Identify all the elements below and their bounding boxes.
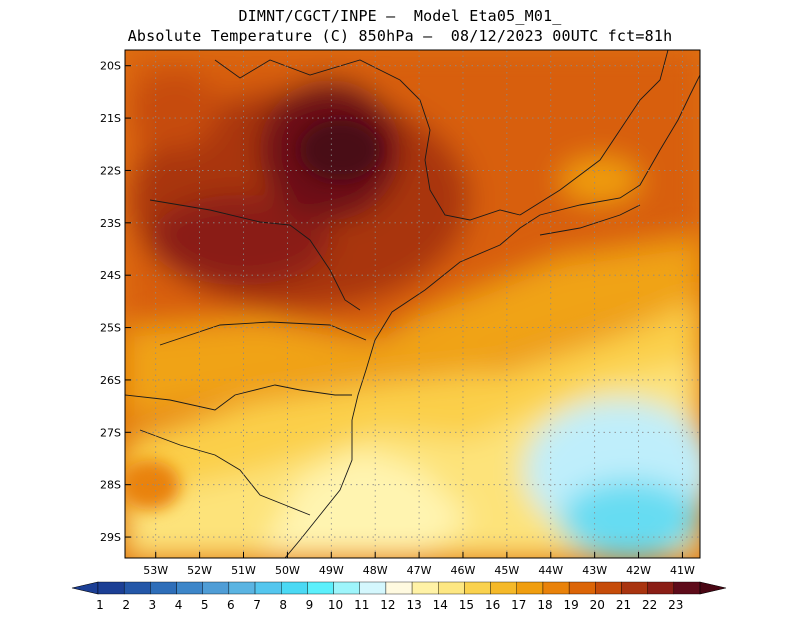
state-border-2 <box>139 429 311 516</box>
colorbar-swatch <box>307 581 334 595</box>
plot-frame <box>124 49 701 559</box>
colorbar-swatch <box>673 581 701 595</box>
y-tick-label: 25S <box>100 322 121 335</box>
colorbar-label: 12 <box>380 598 395 612</box>
colorbar-label: 19 <box>563 598 578 612</box>
y-tick-label: 20S <box>100 60 121 73</box>
colorbar-label: 15 <box>459 598 474 612</box>
y-tick-label: 23S <box>100 217 121 230</box>
colorbar-label: 11 <box>354 598 369 612</box>
colorbar-label: 22 <box>642 598 657 612</box>
colorbar-overflow-arrow <box>699 581 727 595</box>
x-tick-label: 53W <box>143 564 168 577</box>
colorbar-swatch <box>595 581 622 595</box>
colorbar-label: 18 <box>537 598 552 612</box>
colorbar-swatch <box>176 581 203 595</box>
colorbar-label: 21 <box>616 598 631 612</box>
x-tick-label: 43W <box>582 564 607 577</box>
state-border-6 <box>519 50 669 216</box>
colorbar-label: 10 <box>328 598 343 612</box>
colorbar-swatch <box>254 581 282 595</box>
colorbar-swatch <box>150 581 177 595</box>
state-border-7 <box>539 204 641 236</box>
state-border-1 <box>125 384 352 411</box>
colorbar-swatch <box>333 581 360 595</box>
chart-grid <box>125 50 700 558</box>
state-border-4 <box>149 199 361 311</box>
colorbar-label: 7 <box>253 598 261 612</box>
colorbar-swatch <box>647 581 675 595</box>
map-borders <box>125 50 700 558</box>
colorbar-swatch <box>359 581 387 595</box>
colorbar-swatch <box>202 581 230 595</box>
x-tick-label: 46W <box>451 564 476 577</box>
colorbar-swatch <box>123 581 151 595</box>
y-tick-label: 21S <box>100 112 121 125</box>
colorbar-label: 6 <box>227 598 235 612</box>
x-tick-label: 51W <box>231 564 256 577</box>
y-tick-label: 26S <box>100 374 121 387</box>
colorbar-label: 4 <box>175 598 183 612</box>
colorbar-swatch <box>438 581 465 595</box>
colorbar-label: 13 <box>406 598 421 612</box>
colorbar-swatch <box>621 581 648 595</box>
x-tick-label: 49W <box>319 564 344 577</box>
colorbar-swatch <box>542 581 570 595</box>
colorbar-swatch <box>228 581 256 595</box>
x-tick-label: 52W <box>187 564 212 577</box>
colorbar-label: 16 <box>485 598 500 612</box>
colorbar-swatch <box>464 581 491 595</box>
colorbar-swatch <box>97 581 125 595</box>
colorbar-label: 17 <box>511 598 526 612</box>
colorbar-swatch <box>516 581 544 595</box>
x-tick-label: 42W <box>626 564 651 577</box>
colorbar: 1 2 3 4 5 6 7 8 9 10 11 12 13 14 15 16 17 18 19 20 21 22 23 <box>71 581 727 612</box>
colorbar-swatch <box>281 581 308 595</box>
x-tick-label: 41W <box>670 564 695 577</box>
y-axis: 20S 21S 22S 23S 24S 25S 26S 27S 28S 29S <box>100 60 131 544</box>
chart-title-line-1: DIMNT/CGCT/INPE – Model Eta05_M01_ <box>238 7 562 25</box>
colorbar-label: 23 <box>668 598 683 612</box>
coastline <box>284 74 700 558</box>
colorbar-label: 14 <box>433 598 448 612</box>
colorbar-label: 20 <box>590 598 605 612</box>
colorbar-underflow-arrow <box>71 581 99 595</box>
y-tick-label: 22S <box>100 164 121 177</box>
x-axis: 53W 52W 51W 50W 49W 48W 47W 46W 45W 44W 43W 42W 41W <box>143 552 695 577</box>
chart-title-line-2: Absolute Temperature (C) 850hPa – 08/12/… <box>127 27 673 45</box>
y-tick-label: 27S <box>100 426 121 439</box>
colorbar-label: 8 <box>279 598 287 612</box>
y-tick-label: 28S <box>100 479 121 492</box>
colorbar-swatch <box>490 581 517 595</box>
x-tick-label: 44W <box>538 564 563 577</box>
x-tick-label: 47W <box>407 564 432 577</box>
x-tick-label: 50W <box>275 564 300 577</box>
colorbar-label: 1 <box>96 598 104 612</box>
colorbar-swatch <box>385 581 413 595</box>
x-tick-label: 48W <box>363 564 388 577</box>
state-border-5 <box>214 59 521 221</box>
colorbar-swatch <box>568 581 596 595</box>
colorbar-swatch <box>411 581 439 595</box>
colorbar-label: 3 <box>149 598 157 612</box>
colorbar-label: 9 <box>306 598 314 612</box>
x-tick-label: 45W <box>494 564 519 577</box>
colorbar-label: 5 <box>201 598 209 612</box>
y-tick-label: 29S <box>100 531 121 544</box>
y-tick-label: 24S <box>100 269 121 282</box>
temperature-field <box>125 50 700 558</box>
colorbar-label: 2 <box>122 598 130 612</box>
